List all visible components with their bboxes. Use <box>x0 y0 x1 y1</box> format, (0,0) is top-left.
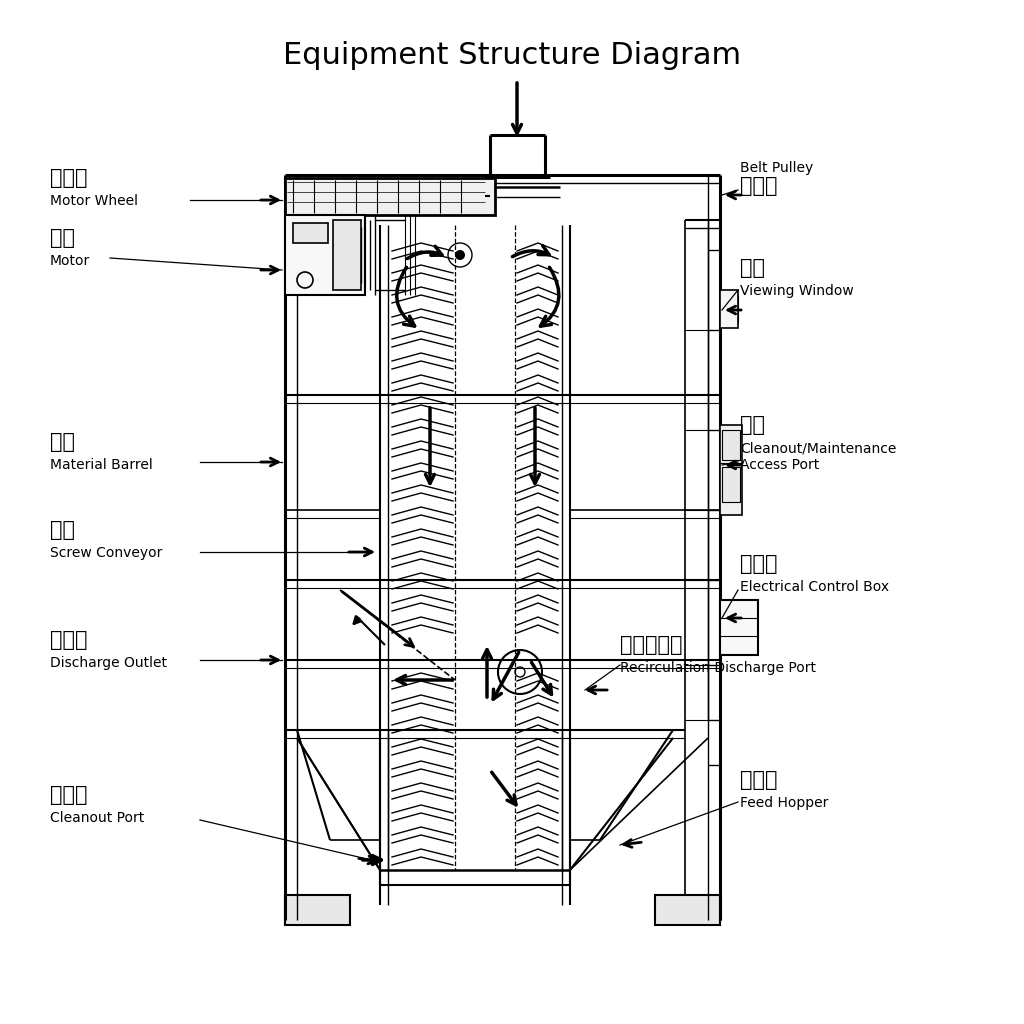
Bar <box>720 290 738 328</box>
Text: Cleanout/Maintenance: Cleanout/Maintenance <box>740 441 896 455</box>
Text: Access Port: Access Port <box>740 458 819 472</box>
Circle shape <box>455 250 465 260</box>
Text: Discharge Outlet: Discharge Outlet <box>50 656 167 670</box>
Bar <box>722 430 740 460</box>
Bar <box>722 467 740 502</box>
Text: Viewing Window: Viewing Window <box>740 284 854 298</box>
Text: 出料口: 出料口 <box>50 630 87 650</box>
Text: Recirculation Discharge Port: Recirculation Discharge Port <box>620 662 816 675</box>
Text: Feed Hopper: Feed Hopper <box>740 796 828 810</box>
Text: 电机轮: 电机轮 <box>50 168 87 188</box>
Bar <box>285 215 365 295</box>
Text: 视窗: 视窗 <box>740 258 765 278</box>
Text: Belt Pulley: Belt Pulley <box>740 161 813 175</box>
Text: Cleanout Port: Cleanout Port <box>50 811 144 825</box>
Bar <box>285 895 350 925</box>
Text: Material Barrel: Material Barrel <box>50 458 153 472</box>
Text: 电机: 电机 <box>50 228 75 248</box>
Bar <box>720 600 758 655</box>
Text: 皮带轮: 皮带轮 <box>740 176 777 196</box>
Text: Electrical Control Box: Electrical Control Box <box>740 580 889 594</box>
Text: 入口: 入口 <box>740 415 765 435</box>
Text: 进料斗: 进料斗 <box>740 770 777 790</box>
Text: Equipment Structure Diagram: Equipment Structure Diagram <box>283 41 741 70</box>
Text: Motor Wheel: Motor Wheel <box>50 194 138 208</box>
Text: 料桶: 料桶 <box>50 432 75 452</box>
Text: 螺杆: 螺杆 <box>50 520 75 540</box>
Text: Screw Conveyor: Screw Conveyor <box>50 546 163 560</box>
Bar <box>293 223 328 243</box>
Bar <box>333 220 361 290</box>
Text: 清料口: 清料口 <box>50 785 87 805</box>
Text: 循环落料口: 循环落料口 <box>620 635 683 655</box>
Bar <box>720 425 742 515</box>
Text: Motor: Motor <box>50 254 90 268</box>
Bar <box>655 895 720 925</box>
Bar <box>285 178 495 215</box>
Text: 电控箱: 电控箱 <box>740 554 777 574</box>
